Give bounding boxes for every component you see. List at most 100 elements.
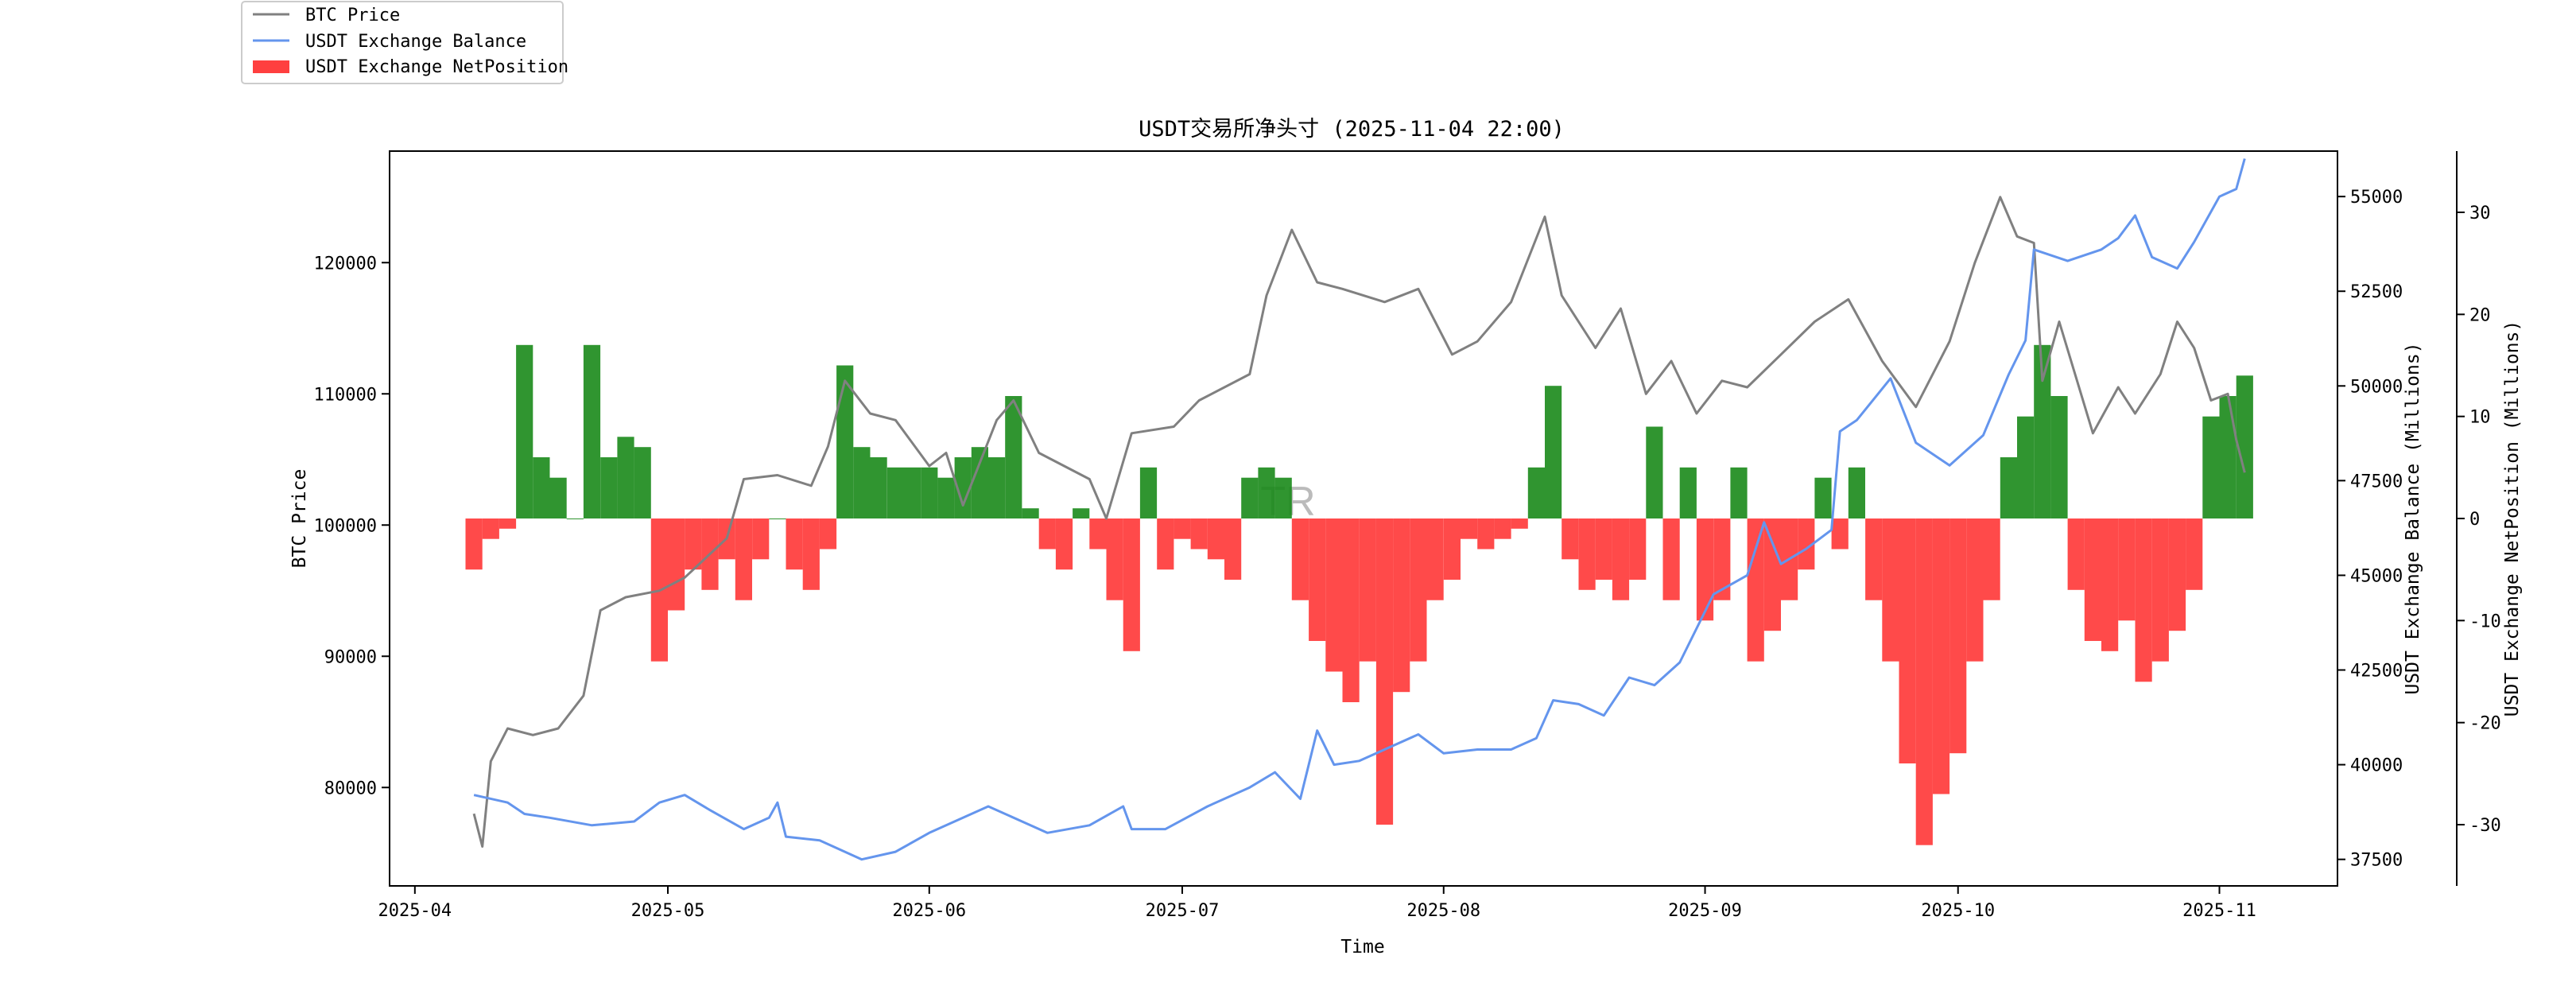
netposition-bar xyxy=(1325,518,1343,672)
btc-price-line xyxy=(472,196,2246,848)
netposition-bar xyxy=(1595,518,1612,580)
balance-tick-label: 37500 xyxy=(2350,851,2403,871)
balance-series xyxy=(473,158,2246,861)
netposition-bar xyxy=(1983,518,2000,600)
netposition-bar xyxy=(1932,518,1950,794)
netposition-bar xyxy=(988,457,1006,518)
x-tick-label: 2025-09 xyxy=(1668,901,1742,921)
netposition-bar xyxy=(870,457,887,518)
netposition-bar xyxy=(1174,518,1191,539)
legend-label-netposition: USDT Exchange NetPosition xyxy=(305,57,568,77)
btc-tick-label: 80000 xyxy=(324,779,377,798)
netposition-bar xyxy=(1241,477,1259,518)
x-tick-label: 2025-10 xyxy=(1921,901,1995,921)
netposition-bar xyxy=(2151,518,2169,662)
btc-price-series xyxy=(472,196,2246,848)
netposition-bar xyxy=(1831,518,1849,550)
x-tick-label: 2025-07 xyxy=(1146,901,1220,921)
netposition-bar xyxy=(1055,518,1073,570)
netposition-bar xyxy=(2084,518,2101,641)
netposition-bar xyxy=(2168,518,2186,631)
netposition-bar xyxy=(1461,518,1478,539)
x-axis: 2025-04 2025-05 2025-06 2025-07 2025-08 2025-… xyxy=(378,886,2256,921)
netposition-bar xyxy=(1612,518,1630,600)
btc-tick-label: 110000 xyxy=(314,385,377,405)
netposition-bar xyxy=(1562,518,1579,560)
netposition-bar xyxy=(668,518,685,611)
netposition-bar xyxy=(617,437,634,518)
netposition-bar xyxy=(1966,518,1984,662)
netposition-bar xyxy=(1763,518,1781,631)
balance-axis-label: USDT Exchange Balance (Millions) xyxy=(2403,342,2423,694)
netposition-bar xyxy=(1258,467,1275,518)
legend-box xyxy=(241,1,564,84)
netposition-bar xyxy=(583,344,601,518)
legend-label-btc: BTC Price xyxy=(305,6,400,25)
netposition-bar xyxy=(1073,508,1090,518)
netposition-bar xyxy=(971,447,988,518)
x-tick-label: 2025-05 xyxy=(631,901,705,921)
netposition-bar xyxy=(1426,518,1444,600)
netposition-bar xyxy=(1123,518,1140,651)
netposition-bar xyxy=(886,467,904,518)
netposition-bar xyxy=(786,518,803,570)
balance-axis: 37500 40000 42500 45000 47500 50000 52500 55000 xyxy=(2337,188,2403,871)
netposition-bar xyxy=(769,518,786,519)
netposition-bar xyxy=(465,518,483,570)
netpos-tick-label: -20 xyxy=(2469,714,2501,734)
netposition-bar xyxy=(549,477,567,518)
netposition-bar xyxy=(735,518,752,600)
netposition-bar xyxy=(1089,518,1107,550)
netposition-bar xyxy=(1730,467,1748,518)
netposition-bar xyxy=(482,518,499,539)
netposition-bar xyxy=(1511,518,1528,529)
netpos-tick-label: -30 xyxy=(2469,816,2501,836)
netposition-bar xyxy=(752,518,770,560)
balance-tick-label: 47500 xyxy=(2350,472,2403,491)
balance-line xyxy=(473,158,2246,861)
netposition-bar xyxy=(516,344,533,518)
netposition-bar xyxy=(1224,518,1242,580)
netposition-bar xyxy=(1679,467,1697,518)
netposition-bar xyxy=(819,518,837,550)
btc-tick-label: 100000 xyxy=(314,516,377,536)
netposition-bar xyxy=(566,518,584,519)
legend-label-balance: USDT Exchange Balance xyxy=(305,32,526,52)
netposition-bar xyxy=(1157,518,1174,570)
netposition-bar xyxy=(1949,518,1967,754)
netposition-bar xyxy=(2101,518,2119,651)
balance-tick-label: 50000 xyxy=(2350,377,2403,397)
netposition-bar xyxy=(1359,518,1376,662)
netpos-tick-label: 20 xyxy=(2469,305,2491,325)
netposition-bar xyxy=(1139,467,1158,518)
x-tick-label: 2025-08 xyxy=(1406,901,1480,921)
netposition-bar xyxy=(1915,518,1933,845)
netposition-bar xyxy=(836,365,854,518)
netposition-bar xyxy=(2135,518,2152,682)
netposition-axis-label: USDT Exchange NetPosition (Millions) xyxy=(2502,320,2523,717)
netposition-bar xyxy=(1646,426,1663,518)
netposition-bar xyxy=(853,447,871,518)
netposition-bar xyxy=(1494,518,1511,539)
balance-tick-label: 45000 xyxy=(2350,566,2403,586)
x-tick-label: 2025-06 xyxy=(892,901,966,921)
chart-title: USDT交易所净头寸 (2025-11-04 22:00) xyxy=(1139,117,1565,142)
netposition-bar xyxy=(1848,467,1865,518)
netposition-bar xyxy=(1410,518,1427,662)
netposition-bar xyxy=(533,457,550,518)
balance-tick-label: 42500 xyxy=(2350,662,2403,682)
netposition-bar xyxy=(685,518,702,570)
netposition-bar xyxy=(2202,416,2220,518)
netposition-bar xyxy=(1309,518,1326,641)
netposition-bar xyxy=(2118,518,2136,621)
netposition-bar xyxy=(499,518,517,529)
netposition-bar xyxy=(954,457,972,518)
netposition-bar xyxy=(1443,518,1461,580)
netposition-bar xyxy=(1022,508,1039,518)
netposition-bar xyxy=(937,477,955,518)
netposition-bar xyxy=(1747,518,1764,662)
netposition-bar xyxy=(1882,518,1899,662)
netposition-bar xyxy=(1207,518,1224,560)
netposition-bar xyxy=(1038,518,1056,550)
btc-tick-label: 120000 xyxy=(314,254,377,274)
